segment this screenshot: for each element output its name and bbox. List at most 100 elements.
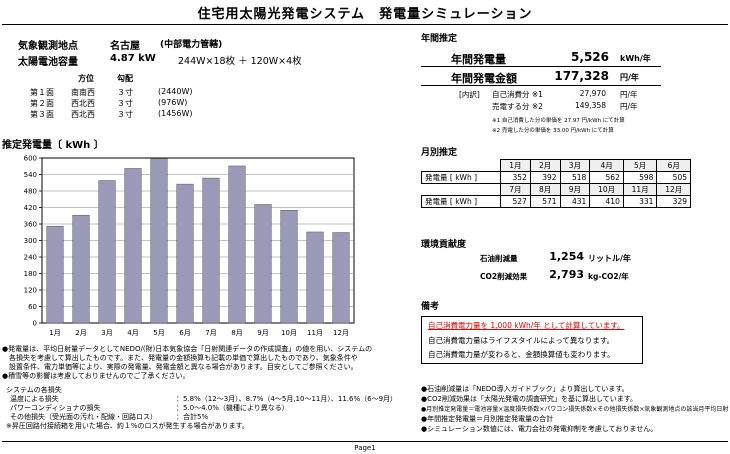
temp-loss-value: ：5.8%（12〜3月）、8.7%（4〜5月,10〜11月）、11.6%（6〜9… — [176, 395, 398, 403]
step-up-note: ※昇圧回路付接続箱を用いた場合、約１%のロスが発生する場合があります。 — [6, 422, 249, 430]
y-tick-label: 300 — [24, 237, 37, 245]
month-header: 9月 — [559, 183, 591, 196]
month-value: 571 — [529, 195, 561, 208]
x-tick-label: 8月 — [231, 329, 242, 337]
bar-9 — [254, 204, 272, 324]
face-name: 第２面 — [30, 99, 54, 108]
col-direction: 方位 — [78, 74, 94, 83]
loss-heading: システムの各損失 — [6, 386, 62, 394]
annual-amount-label: 年間発電金額 — [451, 72, 517, 85]
month-value: 331 — [622, 195, 658, 208]
location-note: (中部電力管轄) — [160, 40, 223, 50]
y-tick-label: 600 — [24, 155, 37, 163]
annual-heading: 年間推定 — [421, 34, 458, 44]
table-row: 1月 2月 3月 4月 5月 6月 — [422, 159, 691, 172]
table-row: 発電量 [ kWh ] 527 571 431 410 331 329 — [421, 195, 691, 208]
month-value: 392 — [529, 171, 561, 184]
bar-10 — [280, 210, 298, 324]
month-header: 2月 — [529, 159, 561, 172]
face-slope: ３寸 — [117, 88, 133, 97]
bar-3 — [98, 180, 116, 324]
table-row: 7月 8月 9月 10月 11月 12月 — [422, 183, 691, 196]
capacity-value: 4.87 kW — [110, 53, 156, 64]
y-tick-label: 420 — [24, 204, 37, 212]
co2-label: CO2削減効果 — [480, 272, 528, 281]
month-value: 518 — [559, 171, 591, 184]
note-line: 各損失を考慮して算出したものです。また、発電量の金額換算も記載の単価で算出したも… — [2, 354, 358, 362]
note-line: ●月別推定発電量＝電池容量×温度損失係数×パワコン損失係数×その他損失係数×気象… — [421, 406, 729, 413]
note-line: ●CO2削減効果は「太陽光発電の調査研究」を基に算出しています。 — [421, 395, 638, 403]
annual-gen-label: 年間発電量 — [451, 53, 506, 66]
month-value: 598 — [622, 171, 658, 184]
bar-8 — [228, 165, 246, 324]
table-cell — [422, 184, 501, 196]
y-tick-label: 180 — [24, 270, 37, 278]
note-line: ●石油削減量は「NEDO導入ガイドブック」より算出しています。 — [421, 385, 629, 393]
annual-amount-unit: 円/年 — [620, 73, 639, 82]
note-line: ●年間推定発電量＝月別推定発電量の合計 — [421, 415, 554, 423]
location-value: 名古屋 — [110, 41, 140, 52]
face-watts: (1456W) — [158, 109, 193, 118]
oil-label: 石油削減量 — [480, 254, 518, 263]
face-name: 第３面 — [30, 110, 54, 119]
y-tick-label: 360 — [24, 221, 37, 229]
sell-unit: 円/年 — [620, 102, 638, 111]
chart-heading: 推定発電量〔 kWh 〕 — [2, 140, 104, 151]
row-label: 発電量 [ kWh ] — [421, 171, 501, 184]
month-value: 431 — [559, 195, 591, 208]
annual-note1: ※1 自己消費した分の単価を 27.97 円/kWh にて計算 — [492, 118, 625, 124]
x-tick-label: 1月 — [49, 329, 60, 337]
pcs-loss-label: パワーコンディショナの損失 — [10, 404, 101, 412]
annual-rule — [421, 85, 661, 86]
x-tick-label: 11月 — [307, 329, 323, 337]
x-tick-label: 5月 — [153, 329, 164, 337]
y-tick-label: 0 — [33, 320, 37, 328]
annual-note2: ※2 売電した分の単価を 33.00 円/kWh にて計算 — [492, 128, 614, 134]
bar-4 — [124, 168, 142, 324]
x-tick-label: 12月 — [333, 329, 349, 337]
y-tick-label: 540 — [24, 171, 37, 179]
x-tick-label: 2月 — [75, 329, 86, 337]
bar-7 — [202, 177, 220, 324]
note-line: ●積雪等の影響は考慮しておりませんのでご了承ください。 — [2, 372, 190, 380]
note-line: ●発電量は、平均日射量データとしてNEDO/(財)日本気象協会「日射関連データの… — [2, 345, 373, 353]
env-heading: 環境貢献度 — [421, 240, 467, 250]
face-direction: 西北西 — [71, 110, 95, 119]
month-value: 562 — [589, 171, 624, 184]
month-header: 3月 — [559, 159, 591, 172]
sell-value: 149,358 — [574, 101, 606, 110]
other-loss-value: ：合計5% — [176, 413, 209, 421]
table-cell — [422, 160, 501, 172]
month-value: 410 — [589, 195, 624, 208]
y-tick-label: 480 — [24, 188, 37, 196]
face-slope: ３寸 — [117, 99, 133, 108]
month-value: 352 — [500, 171, 531, 184]
bar-6 — [176, 183, 194, 324]
remarks-line2: 自己消費電力量はライフスタイルによって異なります。 — [428, 336, 615, 345]
x-tick-label: 6月 — [179, 329, 190, 337]
face-watts: (2440W) — [158, 87, 193, 96]
other-loss-label: その他損失（受光面の汚れ・配線・回路ロス） — [10, 413, 157, 421]
x-tick-label: 3月 — [101, 329, 112, 337]
month-value: 329 — [656, 195, 691, 208]
capacity-detail: 244W×18枚 ＋ 120W×4枚 — [178, 56, 302, 67]
x-tick-label: 7月 — [205, 329, 216, 337]
month-value: 505 — [656, 171, 691, 184]
location-label: 気象観測地点 — [18, 41, 78, 52]
sell-label: 売電する分 ※2 — [492, 102, 543, 111]
self-consumption-unit: 円/年 — [620, 90, 638, 99]
month-header: 10月 — [589, 183, 624, 196]
face-name: 第１面 — [30, 88, 54, 97]
remarks-line1: 自己消費電力量を 1,000 kWh/年 として計算しています。 — [428, 321, 625, 330]
co2-value: 2,793 — [549, 268, 584, 281]
month-header: 11月 — [622, 183, 658, 196]
month-value: 527 — [500, 195, 531, 208]
face-slope: ３寸 — [117, 110, 133, 119]
monthly-table: 1月 2月 3月 4月 5月 6月 発電量 [ kWh ] 352 392 51… — [421, 159, 691, 208]
month-header: 1月 — [500, 159, 531, 172]
title-rule — [2, 24, 728, 25]
y-tick-label: 60 — [28, 303, 37, 311]
capacity-label: 太陽電池容量 — [18, 57, 78, 68]
table-row: 発電量 [ kWh ] 352 392 518 562 598 505 — [421, 171, 691, 184]
month-header: 12月 — [656, 183, 691, 196]
